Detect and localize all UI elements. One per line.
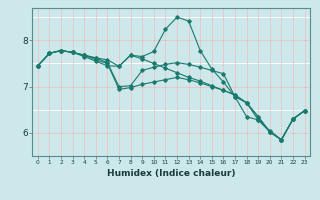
X-axis label: Humidex (Indice chaleur): Humidex (Indice chaleur): [107, 169, 236, 178]
